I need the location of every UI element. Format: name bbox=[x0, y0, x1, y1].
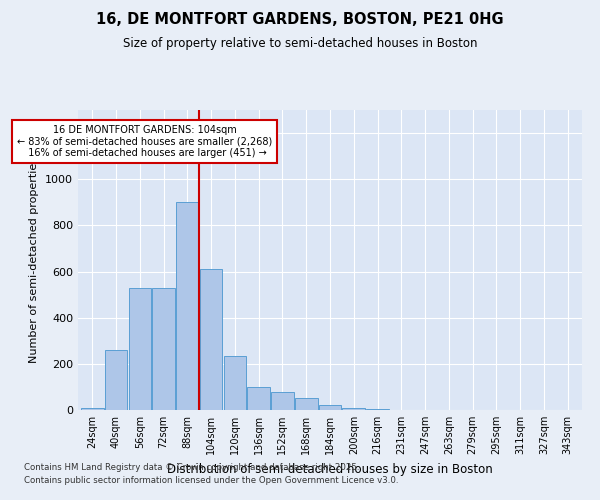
Text: 16 DE MONTFORT GARDENS: 104sqm
← 83% of semi-detached houses are smaller (2,268): 16 DE MONTFORT GARDENS: 104sqm ← 83% of … bbox=[17, 125, 272, 158]
Text: 16, DE MONTFORT GARDENS, BOSTON, PE21 0HG: 16, DE MONTFORT GARDENS, BOSTON, PE21 0H… bbox=[96, 12, 504, 28]
Text: Size of property relative to semi-detached houses in Boston: Size of property relative to semi-detach… bbox=[123, 38, 477, 51]
Bar bbox=[81, 408, 104, 410]
Bar bbox=[319, 406, 341, 410]
Bar bbox=[224, 356, 246, 410]
Bar bbox=[343, 408, 365, 410]
Bar bbox=[105, 350, 127, 410]
Text: Contains public sector information licensed under the Open Government Licence v3: Contains public sector information licen… bbox=[24, 476, 398, 485]
Bar bbox=[176, 202, 199, 410]
X-axis label: Distribution of semi-detached houses by size in Boston: Distribution of semi-detached houses by … bbox=[167, 462, 493, 475]
Bar bbox=[295, 398, 317, 410]
Bar bbox=[271, 392, 294, 410]
Bar bbox=[152, 288, 175, 410]
Bar bbox=[128, 288, 151, 410]
Y-axis label: Number of semi-detached properties: Number of semi-detached properties bbox=[29, 157, 40, 363]
Bar bbox=[200, 269, 223, 410]
Bar bbox=[247, 387, 270, 410]
Bar bbox=[366, 409, 389, 410]
Text: Contains HM Land Registry data © Crown copyright and database right 2025.: Contains HM Land Registry data © Crown c… bbox=[24, 462, 359, 471]
